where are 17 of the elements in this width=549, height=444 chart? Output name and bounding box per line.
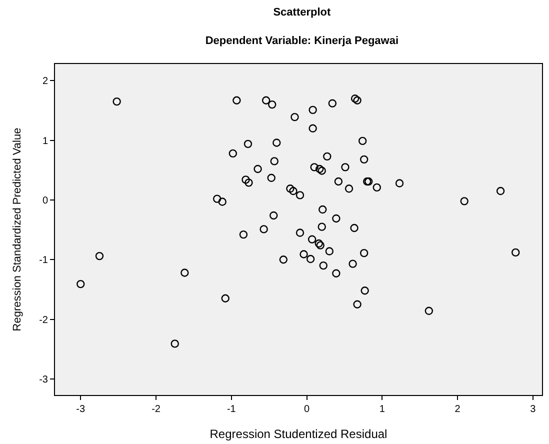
chart-subtitle: Dependent Variable: Kinerja Pegawai bbox=[205, 35, 399, 47]
x-axis-title: Regression Studentized Residual bbox=[210, 426, 388, 441]
x-tick-label: 0 bbox=[304, 404, 310, 415]
x-tick-label: -3 bbox=[76, 404, 86, 415]
x-tick-label: -2 bbox=[152, 404, 161, 415]
x-tick-label: -1 bbox=[226, 404, 236, 415]
y-tick-label: -3 bbox=[39, 374, 48, 386]
x-tick-label: 1 bbox=[379, 404, 386, 415]
x-tick-label: 3 bbox=[530, 404, 536, 415]
chart-title: Scatterplot bbox=[273, 6, 332, 18]
y-tick-label: -2 bbox=[39, 314, 48, 326]
y-axis-title: Regression Standardized Predicted Value bbox=[12, 128, 24, 332]
y-tick-label: 2 bbox=[42, 76, 48, 88]
y-tick-label: -1 bbox=[39, 255, 48, 266]
y-tick-label: 0 bbox=[42, 195, 48, 206]
x-tick-label: 2 bbox=[454, 404, 461, 415]
y-tick-label: 1 bbox=[42, 136, 48, 147]
